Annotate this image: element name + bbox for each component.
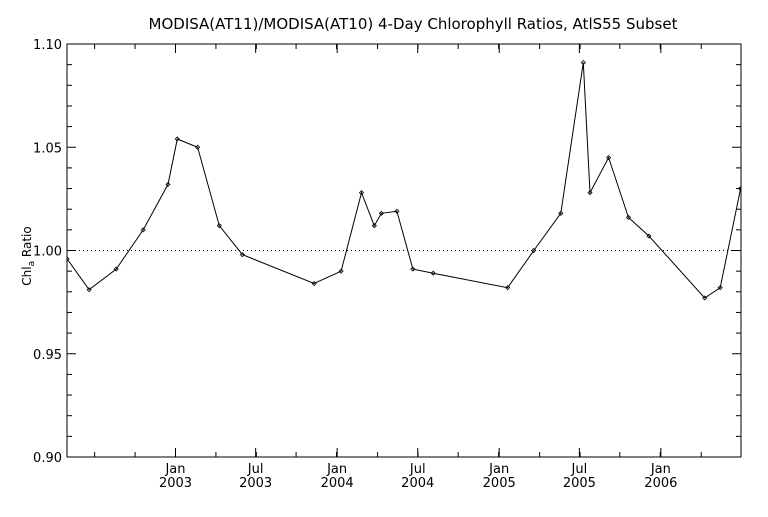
chart-title: MODISA(AT11)/MODISA(AT10) 4-Day Chloroph… xyxy=(149,15,678,33)
data-point xyxy=(761,98,765,102)
data-point xyxy=(86,287,92,293)
data-point xyxy=(140,227,146,233)
x-tick-label-month: Jan xyxy=(488,462,509,477)
x-tick-label-month: Jan xyxy=(326,462,347,477)
data-point xyxy=(394,208,400,214)
x-tick-label-year: 2003 xyxy=(239,476,272,491)
data-point xyxy=(410,266,416,272)
data-point xyxy=(587,190,593,196)
data-point xyxy=(195,144,201,150)
x-tick-label-year: 2006 xyxy=(644,476,677,491)
x-tick-label-month: Jan xyxy=(650,462,671,477)
data-point xyxy=(558,210,564,216)
data-point xyxy=(646,233,652,239)
x-tick-label-year: 2003 xyxy=(159,476,192,491)
data-point xyxy=(717,285,723,291)
y-axis-label-suffix: Ratio xyxy=(20,226,34,261)
data-point xyxy=(606,155,612,161)
data-point xyxy=(580,60,586,66)
y-tick-label: 1.10 xyxy=(33,38,62,53)
data-point xyxy=(174,136,180,142)
x-tick-label-month: Jul xyxy=(247,462,264,477)
data-point xyxy=(430,270,436,276)
x-tick-label-year: 2005 xyxy=(483,476,516,491)
y-tick-label: 1.00 xyxy=(33,245,62,260)
data-point xyxy=(378,210,384,216)
plot-area: 0.900.951.001.051.10Jan2003Jul2003Jan200… xyxy=(33,38,765,491)
y-tick-label: 0.90 xyxy=(33,451,62,466)
x-tick-label-month: Jul xyxy=(409,462,426,477)
data-point xyxy=(311,280,317,287)
data-point xyxy=(737,185,741,192)
data-point xyxy=(358,190,365,196)
x-tick-label-year: 2004 xyxy=(401,476,434,491)
data-point xyxy=(113,266,119,272)
y-tick-label: 0.95 xyxy=(33,348,62,363)
y-axis-label: Chla Ratio xyxy=(20,226,37,285)
data-point xyxy=(67,256,70,262)
data-point xyxy=(165,181,171,187)
data-point xyxy=(216,223,222,229)
x-tick-label-year: 2004 xyxy=(321,476,354,491)
y-axis-label-main: Chl xyxy=(20,266,34,285)
series-group xyxy=(67,60,765,301)
data-point xyxy=(505,285,511,291)
data-point xyxy=(702,295,708,301)
data-point xyxy=(531,247,537,254)
y-tick-label: 1.05 xyxy=(33,141,62,156)
y-axis-label-subscript: a xyxy=(27,261,37,267)
data-point xyxy=(338,268,344,274)
series-line xyxy=(67,62,741,299)
x-tick-label-month: Jan xyxy=(164,462,185,477)
data-point xyxy=(371,223,377,229)
data-point xyxy=(239,252,245,258)
x-tick-label-month: Jul xyxy=(571,462,588,477)
x-tick-label-year: 2005 xyxy=(563,476,596,491)
data-point xyxy=(625,214,632,221)
